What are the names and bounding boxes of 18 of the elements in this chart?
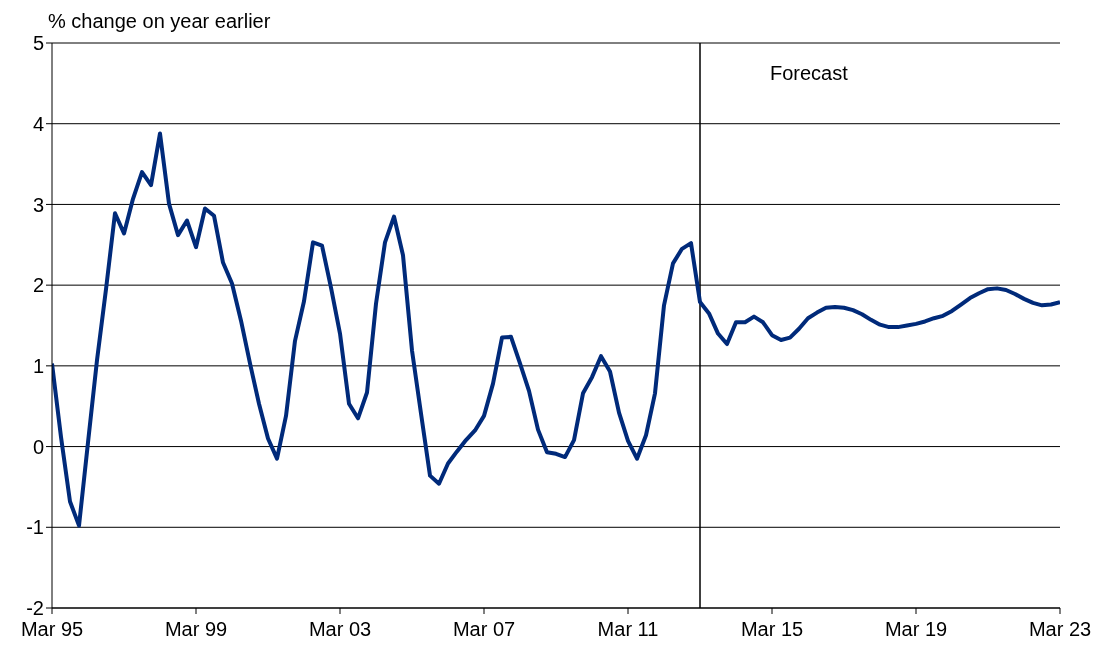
y-tick-label: -2	[26, 597, 44, 620]
y-axis-title: % change on year earlier	[48, 10, 271, 33]
y-tick-label: 3	[32, 193, 44, 216]
x-tick-label: Mar 19	[884, 618, 948, 641]
y-tick-label: 0	[32, 435, 44, 458]
x-tick-label: Mar 11	[597, 618, 659, 641]
y-tick-label: 4	[32, 112, 44, 135]
x-tick-label: Mar 95	[20, 618, 84, 641]
x-tick-label: Mar 07	[452, 618, 516, 641]
y-tick-label: 2	[32, 274, 44, 297]
ref-line-label: Forecast	[770, 62, 849, 84]
y-tick-label: 5	[32, 32, 44, 55]
x-tick-label: Mar 23	[1028, 618, 1092, 641]
x-tick-label: Mar 03	[308, 618, 372, 641]
x-tick-label: Mar 15	[740, 618, 804, 641]
y-tick-label: 1	[32, 354, 44, 377]
x-tick-label: Mar 99	[164, 618, 228, 641]
y-tick-label: -1	[26, 516, 44, 539]
